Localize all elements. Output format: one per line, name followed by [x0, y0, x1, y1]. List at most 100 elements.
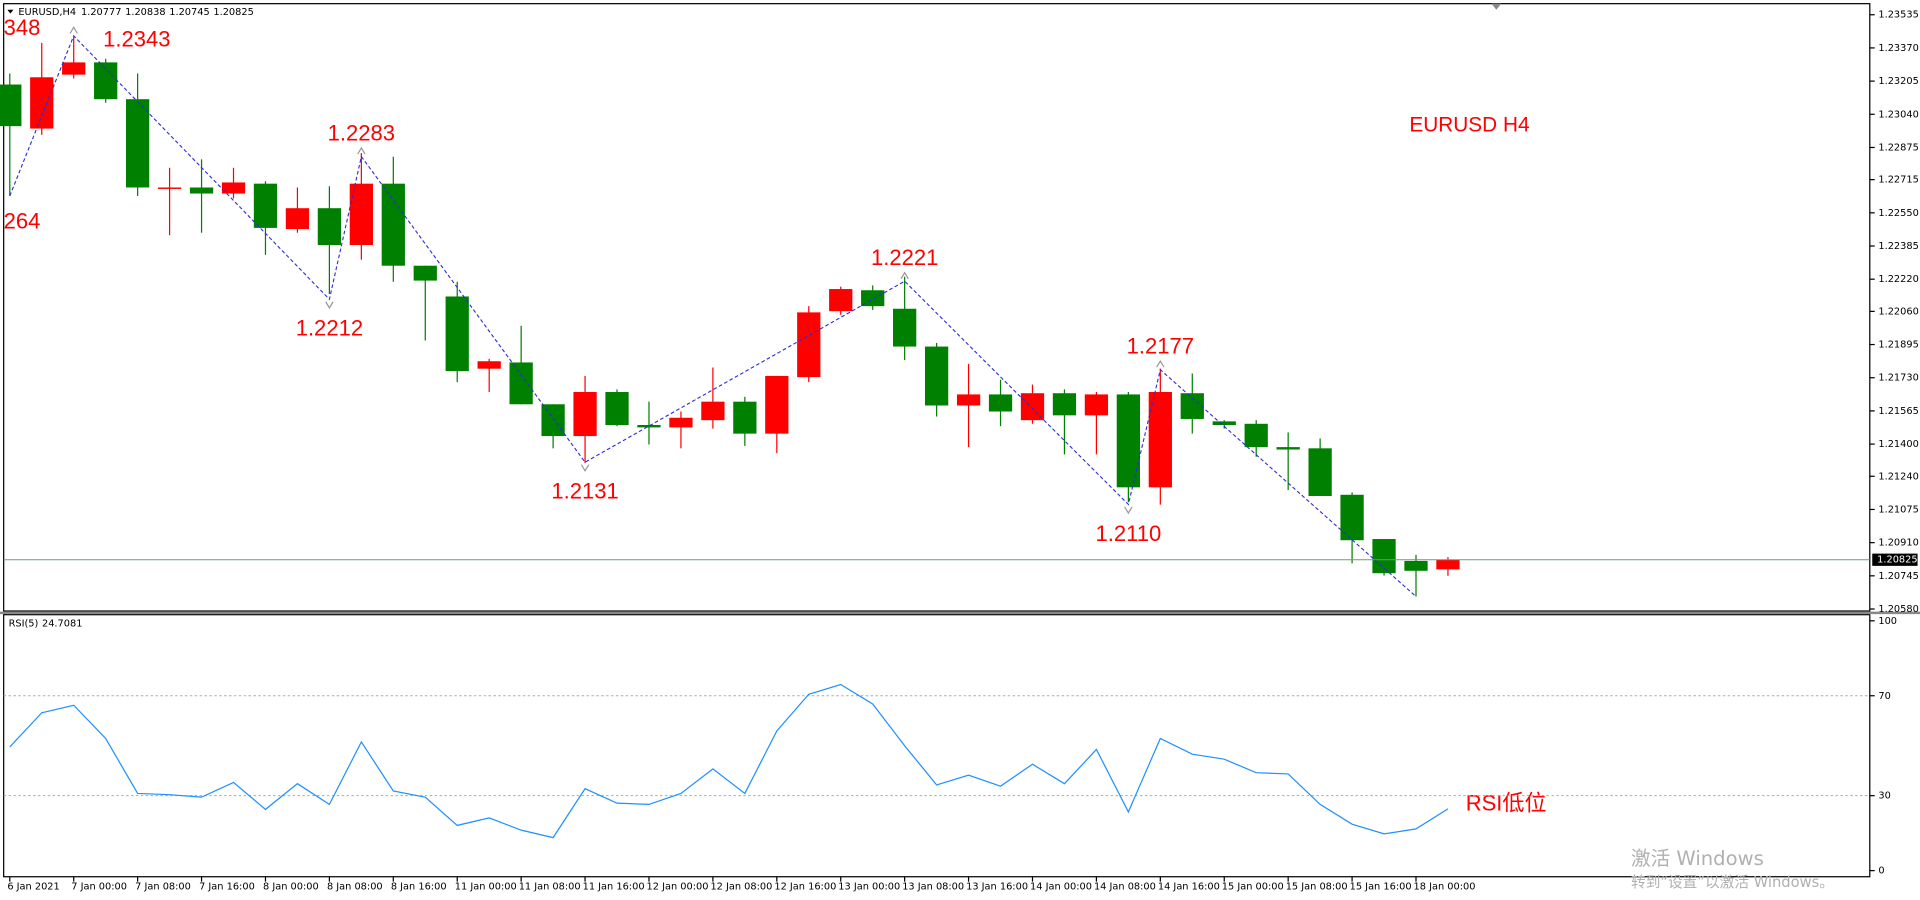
rsi-tick-label: 30	[1878, 791, 1890, 802]
candle-body	[445, 296, 469, 372]
x-tick-label: 8 Jan 00:00	[263, 882, 319, 893]
zigzag-label: 1.2177	[1127, 333, 1194, 358]
candle-body	[1436, 559, 1460, 570]
x-tick-label: 12 Jan 08:00	[710, 882, 772, 893]
clipped-label: 348	[4, 15, 41, 40]
candle-body	[413, 265, 437, 281]
y-tick-label: 1.22875	[1878, 142, 1918, 153]
candle-body	[637, 424, 661, 428]
x-tick-label: 14 Jan 00:00	[1030, 882, 1092, 893]
zigzag-label: 1.2131	[551, 479, 618, 504]
y-tick-label: 1.23370	[1878, 43, 1918, 54]
x-tick-label: 15 Jan 08:00	[1286, 882, 1348, 893]
y-tick-label: 1.21240	[1878, 471, 1918, 482]
candle-body	[477, 361, 501, 369]
rsi-line	[9, 683, 1449, 839]
x-tick-label: 14 Jan 08:00	[1094, 882, 1156, 893]
candle-body	[1404, 560, 1428, 571]
y-tick-label: 1.22060	[1878, 306, 1918, 317]
candle-body	[1276, 447, 1300, 450]
rsi-panel	[3, 614, 1871, 878]
x-tick-label: 12 Jan 00:00	[647, 882, 709, 893]
candle-body	[765, 375, 789, 434]
symbol-annotation: EURUSD H4	[1409, 114, 1529, 137]
y-tick-label: 1.23205	[1878, 76, 1918, 87]
candle-body	[1020, 393, 1045, 421]
candle-body	[1308, 448, 1332, 496]
rsi-current: 24.7081	[42, 618, 82, 629]
zigzag-label: 1.2343	[103, 27, 170, 52]
fractal-arrow	[900, 271, 909, 280]
y-tick-label: 1.21895	[1878, 340, 1918, 351]
header-close: 1.20825	[213, 7, 253, 18]
clipped-label: 264	[4, 209, 41, 234]
candle-body	[1148, 392, 1172, 488]
fractal-arrow	[1124, 506, 1133, 515]
candle-body	[94, 62, 118, 100]
x-tick-label: 13 Jan 00:00	[838, 882, 900, 893]
y-tick-label: 1.20910	[1878, 538, 1918, 549]
header-high: 1.20838	[125, 7, 165, 18]
candle-body	[509, 362, 533, 405]
y-tick-label: 1.22550	[1878, 208, 1918, 219]
candle-body	[541, 404, 565, 437]
zigzag-label: 1.2110	[1095, 521, 1161, 546]
x-tick-label: 18 Jan 00:00	[1414, 882, 1476, 893]
x-tick-label: 15 Jan 16:00	[1350, 882, 1412, 893]
fractal-arrow	[69, 26, 78, 34]
candle-body	[669, 417, 693, 428]
price-panel	[3, 3, 1871, 612]
x-tick-label: 8 Jan 08:00	[327, 882, 383, 893]
zigzag-label: 1.2221	[871, 245, 938, 270]
x-tick-label: 11 Jan 16:00	[583, 882, 645, 893]
rsi-tick-label: 100	[1878, 616, 1897, 627]
x-tick-label: 7 Jan 16:00	[199, 882, 255, 893]
x-tick-label: 7 Jan 08:00	[135, 882, 191, 893]
x-tick-label: 11 Jan 08:00	[519, 882, 581, 893]
candle-body	[221, 182, 246, 194]
candle-body	[1180, 393, 1204, 419]
candle-body	[956, 394, 981, 406]
x-tick-label: 11 Jan 00:00	[455, 882, 517, 893]
candle-body	[861, 290, 885, 307]
header: EURUSD,H4 1.20777 1.20838 1.20745 1.20825	[18, 7, 253, 18]
y-tick-label: 1.20745	[1878, 571, 1918, 582]
x-tick-label: 13 Jan 16:00	[966, 882, 1028, 893]
current-price-label: 1.20825	[1877, 555, 1917, 566]
y-tick-label: 1.21730	[1878, 373, 1918, 384]
candle-body	[285, 208, 310, 230]
x-tick-label: 8 Jan 16:00	[391, 882, 447, 893]
x-tick-label: 12 Jan 16:00	[774, 882, 836, 893]
x-tick-label: 15 Jan 00:00	[1222, 882, 1284, 893]
candle-body	[988, 394, 1013, 412]
candle-body	[189, 187, 214, 194]
y-tick-label: 1.22385	[1878, 241, 1918, 252]
candle-body	[829, 289, 853, 312]
x-tick-label: 14 Jan 16:00	[1158, 882, 1220, 893]
y-tick-label: 1.22220	[1878, 274, 1918, 285]
candle-body	[1084, 394, 1109, 416]
rsi-title: RSI(5)	[9, 618, 39, 629]
candle-body	[797, 312, 821, 378]
fractal-arrow	[1156, 359, 1165, 368]
x-tick-label: 13 Jan 08:00	[902, 882, 964, 893]
candle-body	[126, 99, 150, 188]
candle-body	[381, 183, 405, 266]
current-price-box	[1872, 553, 1918, 566]
menu-arrow	[7, 9, 14, 14]
rsi-annotation: RSI低位	[1466, 790, 1547, 815]
y-tick-label: 1.22715	[1878, 175, 1918, 186]
candle-body	[317, 208, 342, 246]
x-tick-label: 6 Jan 2021	[7, 882, 59, 893]
y-tick-label: 1.21565	[1878, 406, 1918, 417]
candle-body	[0, 84, 22, 127]
candle-body	[62, 62, 86, 75]
y-tick-label: 1.21400	[1878, 439, 1918, 450]
candle-body	[157, 187, 182, 189]
candle-body	[349, 183, 373, 246]
y-tick-label: 1.23040	[1878, 109, 1918, 120]
zigzag-line	[9, 34, 1417, 597]
candle-body	[1372, 539, 1396, 574]
